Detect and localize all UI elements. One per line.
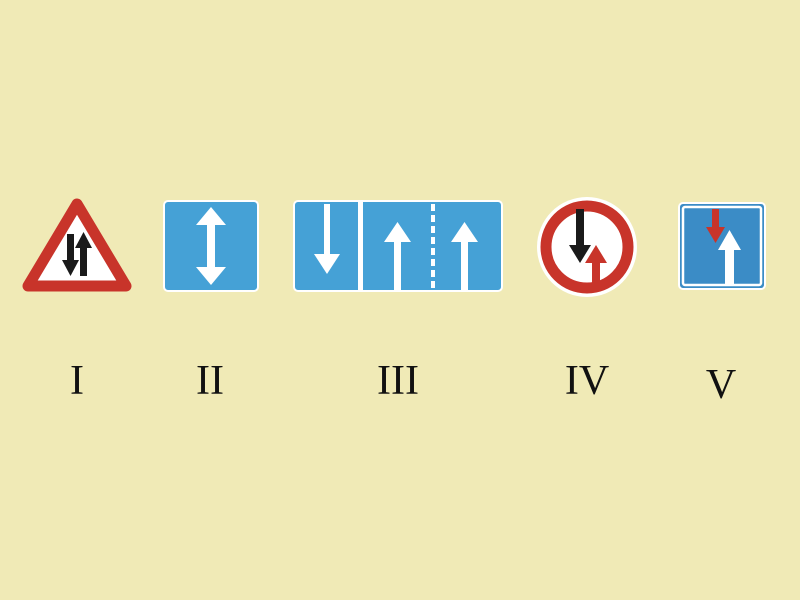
- sign-label-i: I: [70, 358, 84, 404]
- sign-label-ii: II: [196, 358, 224, 404]
- sign-label-iv: IV: [564, 358, 610, 404]
- sign-label-v: V: [705, 362, 737, 408]
- priority-oncoming-traffic-icon: [537, 197, 637, 297]
- priority-over-oncoming-traffic-icon: [678, 202, 766, 290]
- two-way-traffic-icon: [163, 200, 259, 292]
- sign-label-iii: III: [377, 358, 419, 404]
- lane-direction-icon: [293, 200, 503, 292]
- two-way-traffic-warning-icon: [22, 198, 132, 292]
